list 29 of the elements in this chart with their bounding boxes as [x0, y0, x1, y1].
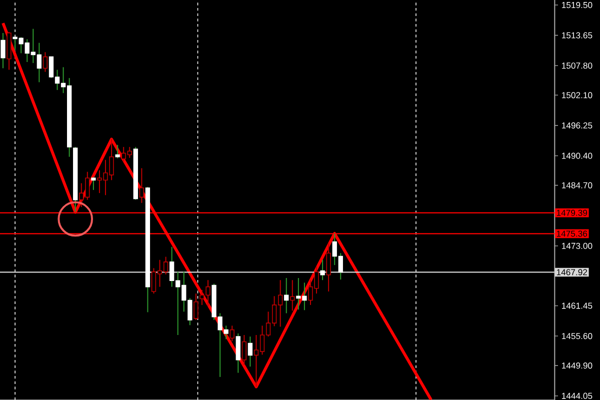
candlestick	[326, 242, 331, 292]
candlestick	[242, 334, 246, 366]
y-tick-label: 1490.40	[562, 152, 592, 159]
y-tick-label: 1473.00	[562, 242, 592, 249]
candlestick	[236, 332, 240, 374]
ref-line-label: 1479.39	[556, 210, 588, 216]
candlestick	[115, 144, 120, 159]
candlestick	[139, 168, 144, 204]
y-tick-label: 1507.80	[562, 62, 592, 69]
y-tick-label: 1502.10	[562, 92, 592, 98]
candlestick	[248, 336, 253, 368]
candlestick	[320, 259, 325, 281]
y-tick-label: 1513.65	[562, 32, 592, 38]
y-tick-label: 1455.60	[562, 332, 592, 340]
y-tick-label: 1461.45	[562, 302, 592, 309]
ref-line-label: 1467.92	[556, 269, 588, 276]
candlestick	[290, 280, 295, 312]
candlestick	[194, 293, 198, 320]
candlestick	[230, 325, 234, 342]
candlestick	[0, 32, 6, 69]
candlestick	[284, 278, 289, 314]
y-tick-label: 1444.05	[562, 392, 592, 399]
candlestick	[42, 52, 48, 72]
ref-line-label: 1475.36	[556, 230, 588, 237]
candlestick	[91, 176, 96, 190]
y-tick-label: 1519.50	[562, 2, 592, 8]
y-tick-label: 1484.70	[562, 182, 592, 188]
y-tick-label: 1496.25	[562, 122, 592, 129]
y-tick-label: 1449.90	[562, 362, 592, 369]
